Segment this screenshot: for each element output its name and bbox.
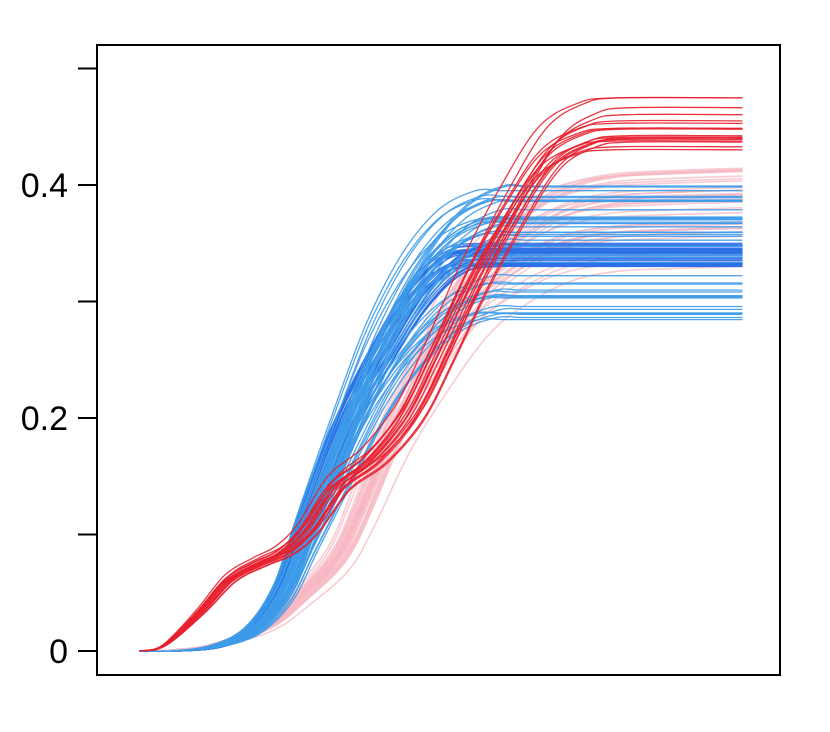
series-line-light_blue <box>139 230 743 653</box>
series-line-red <box>139 106 743 652</box>
series-line-red <box>139 96 743 652</box>
series-line-pink <box>139 230 743 652</box>
series-line-pink <box>139 231 743 652</box>
series-line-light_blue <box>139 221 743 653</box>
series-line-light_blue <box>139 290 743 653</box>
series-line-blue <box>139 259 743 653</box>
y-tick-label: 0.2 <box>21 400 68 438</box>
chart-curves <box>139 96 743 653</box>
series-line-light_blue <box>139 232 743 653</box>
series-line-red <box>139 127 743 652</box>
plot-frame <box>96 44 781 676</box>
series-line-red <box>139 136 743 652</box>
series-line-red <box>139 119 743 652</box>
series-line-blue <box>139 262 743 652</box>
series-line-light_blue <box>139 312 743 653</box>
y-axis: 0 0.2 0.4 <box>21 67 97 671</box>
y-tick-label: 0 <box>49 633 68 671</box>
series-line-blue <box>139 243 743 653</box>
series-line-light_blue <box>139 296 743 653</box>
series-line-red <box>139 113 743 652</box>
series-line-red <box>139 148 743 652</box>
y-tick-label: 0.4 <box>21 167 68 205</box>
series-line-light_blue <box>139 238 743 653</box>
series-line-light_blue <box>139 230 743 653</box>
series-line-red <box>139 134 743 652</box>
